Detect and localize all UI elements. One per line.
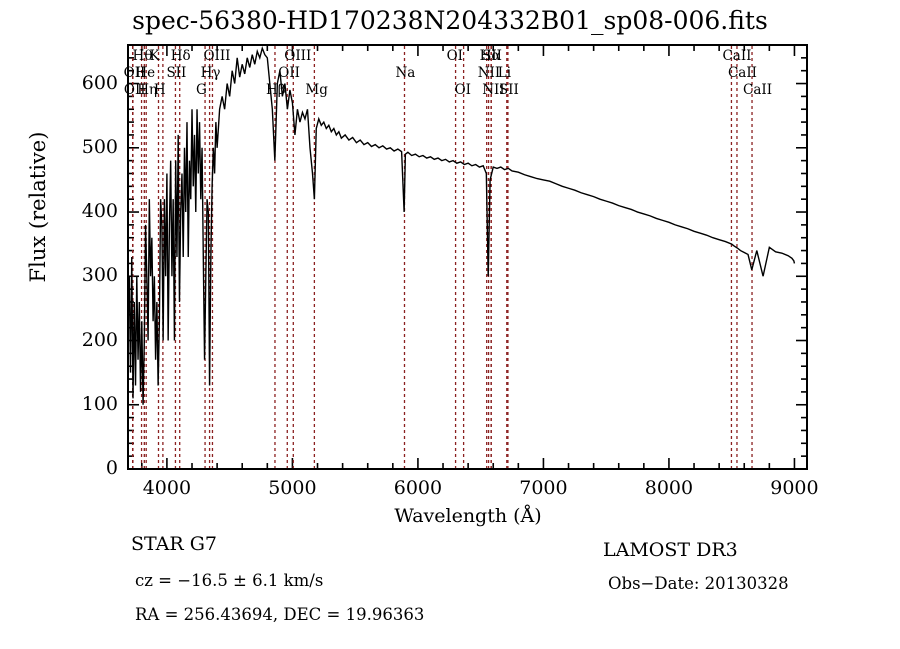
spectral-line-label-NII-6584: NII (482, 82, 505, 98)
x-tick-7000: 7000 (519, 477, 568, 499)
y-tick-600: 600 (81, 71, 118, 94)
spectral-line-label-OII-3727: OII (123, 65, 146, 81)
y-tick-200: 200 (81, 328, 118, 351)
spectral-line-label-H-4340: Hγ (200, 65, 221, 81)
spectral-line-label-CaII-8542: CaII (727, 65, 757, 81)
x-axis-label: Wavelength (Å) (394, 505, 542, 527)
spectral-line-label-CaII-8662: CaII (743, 82, 773, 98)
y-tick-500: 500 (81, 135, 118, 158)
spectral-line-label-OI-6364: OI (454, 82, 471, 98)
y-tick-400: 400 (81, 200, 118, 223)
footer-object-class: STAR G7 (131, 533, 217, 555)
spectral-line-label-NII-6548: NII (477, 65, 501, 81)
spectral-line-label-OII-3729: OII (123, 82, 146, 98)
spectral-line-label-He-3820: He (135, 65, 156, 81)
spectral-line-label-OII-4959: OII (278, 65, 300, 81)
spectral-line-label-OIII-5007: OIII (284, 48, 312, 64)
spectral-line-label-H-3798: Hθ (132, 48, 153, 64)
spectral-line-label-K-3933: K (149, 48, 160, 64)
spectral-line-label-OIII-4363: OIII (203, 48, 231, 64)
spectral-line-label-SII-6583: SII (482, 48, 503, 64)
spectral-line-label-Mg-5175: Mg (305, 82, 328, 98)
x-tick-9000: 9000 (770, 477, 819, 499)
y-tick-0: 0 (105, 457, 118, 479)
x-tick-8000: 8000 (644, 477, 694, 499)
spectral-line-label-H-4861: Hβ (265, 82, 286, 98)
spectral-line-label-H-4102: Hδ (170, 48, 191, 64)
footer-cz: cz = −16.5 ± 6.1 km/s (135, 571, 324, 590)
spectral-line-label-SII-6717: SII (498, 82, 519, 98)
figure-title: spec-56380-HD170238N204332B01_sp08-006.f… (132, 6, 768, 35)
y-tick-300: 300 (81, 264, 118, 287)
spectral-line-label-OI-6300: OI (446, 48, 463, 64)
spectral-line-label-H-3835: Hη (137, 82, 158, 98)
y-tick-100: 100 (81, 392, 118, 415)
spectral-line-label-H-6563: Hα (479, 48, 501, 64)
spectral-line-label-G-4304: G (196, 82, 207, 98)
spectral-line-label-Na-5893: Na (395, 65, 416, 81)
footer-survey: LAMOST DR3 (603, 539, 738, 561)
spectral-line-label-CaII-8498: CaII (722, 48, 752, 64)
spectral-line-label-Li-6708: Li (497, 65, 512, 81)
footer-coords: RA = 256.43694, DEC = 19.96363 (135, 605, 425, 624)
footer-obs-date: Obs−Date: 20130328 (608, 574, 789, 593)
x-tick-5000: 5000 (268, 477, 317, 499)
spectral-line-label-H-3968: H (153, 82, 166, 98)
x-tick-4000: 4000 (142, 477, 192, 499)
x-tick-6000: 6000 (393, 477, 443, 499)
spectral-line-label-SII-4068: SII (166, 65, 187, 81)
